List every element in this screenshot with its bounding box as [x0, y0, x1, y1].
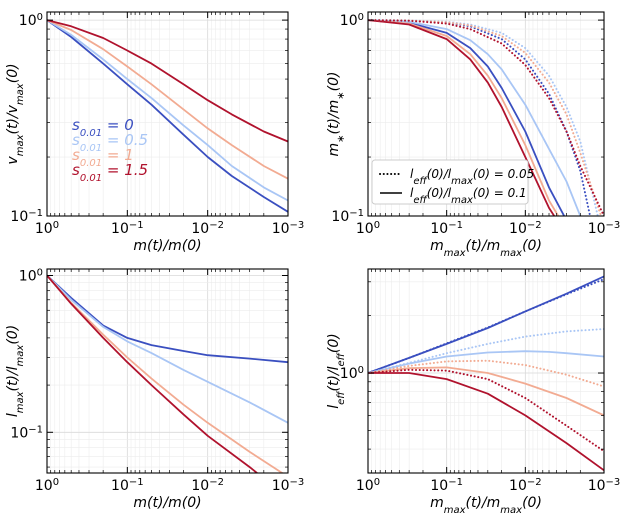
legend: s0.01 = 0s0.01 = 0.5s0.01 = 1s0.01 = 1.5 [72, 116, 148, 184]
x-tick-label: 10−2 [509, 477, 542, 495]
x-tick-label: 10−3 [272, 220, 305, 238]
panel-bottom-right: 100 10−1 10−2 10−3 100 mmax(t)/mmax(0) leff(t)… [326, 268, 621, 516]
grid [367, 269, 605, 474]
legend-entry: s0.01 = 0.5 [72, 131, 148, 154]
x-tick-label: 10−2 [509, 220, 542, 238]
ticks [46, 12, 289, 217]
x-tick-label: 10−2 [191, 220, 224, 238]
y-tick-label: 10−1 [10, 424, 43, 442]
x-axis-label: mmax(t)/mmax(0) [430, 238, 542, 259]
x-axis-label: m(t)/m(0) [133, 238, 201, 254]
y-tick-label: 10−1 [331, 208, 364, 226]
series-line-s0 [47, 19, 288, 213]
series-line-s15 [368, 372, 604, 472]
series-line-s0 [368, 275, 604, 374]
y-tick-label: 10−1 [10, 208, 43, 226]
axes-frame [367, 11, 605, 217]
x-tick-label: 100 [35, 477, 59, 495]
series-line-s15 [368, 19, 556, 216]
grid [46, 269, 289, 473]
axes-frame [367, 268, 605, 474]
y-axis-label: vmax(t)/vmax(0) [5, 63, 26, 164]
series-line-s0-dotted [368, 278, 604, 374]
series-line-s1-dotted [368, 359, 604, 388]
ticks [367, 12, 605, 217]
series-line-s15-dotted [368, 19, 604, 216]
legend-entry: leff(0)/lmax(0) = 0.1 [410, 186, 527, 206]
legend-entry: s0.01 = 1 [72, 146, 134, 169]
y-axis-label: leff(t)/leff(0) [326, 333, 347, 409]
x-tick-label: 100 [356, 220, 380, 238]
x-tick-label: 100 [35, 220, 59, 238]
grid [46, 12, 289, 217]
x-tick-label: 100 [356, 477, 380, 495]
series-line-s1 [47, 274, 284, 473]
series-line-s1 [368, 366, 604, 417]
series-line-s1 [368, 19, 560, 216]
y-axis-label: m∗(t)/m∗(0) [326, 71, 347, 156]
panel-bottom-left: 100 10−1 10−2 10−3 10−1 100 m(t)/m(0) lmax(t)/l… [5, 267, 304, 511]
axes-frame [46, 11, 289, 217]
y-tick-label: 100 [19, 12, 43, 30]
legend-entry: s0.01 = 0 [72, 116, 134, 139]
series-line-s15 [47, 19, 288, 143]
ticks [46, 269, 289, 473]
series-line-s05 [368, 350, 604, 374]
y-tick-label: 100 [19, 267, 43, 285]
x-tick-label: 10−3 [272, 477, 305, 495]
x-tick-label: 10−3 [588, 477, 621, 495]
series-line-s15 [47, 274, 259, 473]
x-tick-label: 10−2 [191, 477, 224, 495]
x-axis-label: m(t)/m(0) [133, 495, 201, 511]
panel-top-right: 100 10−1 10−2 10−310−1100mmax(t)/mmax(0)m∗(… [326, 11, 621, 259]
legend-box [371, 159, 529, 205]
y-tick-label: 100 [340, 12, 364, 30]
series-line-s05 [47, 19, 288, 202]
series-line-s0 [368, 19, 566, 216]
y-axis-label: lmax(t)/lmax(0) [5, 325, 26, 417]
x-tick-label: 10−3 [588, 220, 621, 238]
legend-entry: leff(0)/lmax(0) = 0.05 [410, 167, 534, 187]
series-line-s05 [47, 274, 288, 424]
series-line-s05 [368, 19, 582, 216]
ticks [367, 269, 605, 474]
series-line-s15-dotted [368, 368, 604, 453]
legend-entry: s0.01 = 1.5 [72, 161, 148, 184]
x-tick-label: 10−1 [430, 220, 463, 238]
x-tick-label: 10−1 [111, 477, 144, 495]
y-tick-label: 100 [340, 365, 364, 383]
axes-frame [46, 268, 289, 474]
x-tick-label: 10−1 [111, 220, 144, 238]
series-line-s05-dotted [368, 328, 604, 374]
x-axis-label: mmax(t)/mmax(0) [430, 495, 542, 516]
series-line-s0 [47, 274, 288, 364]
panel-top-left: 100 10−1 10−2 10−310−1100m(t)/m(0)vmax(t)/v… [5, 11, 305, 254]
x-tick-label: 10−1 [430, 477, 463, 495]
series-line-s1 [47, 19, 288, 180]
